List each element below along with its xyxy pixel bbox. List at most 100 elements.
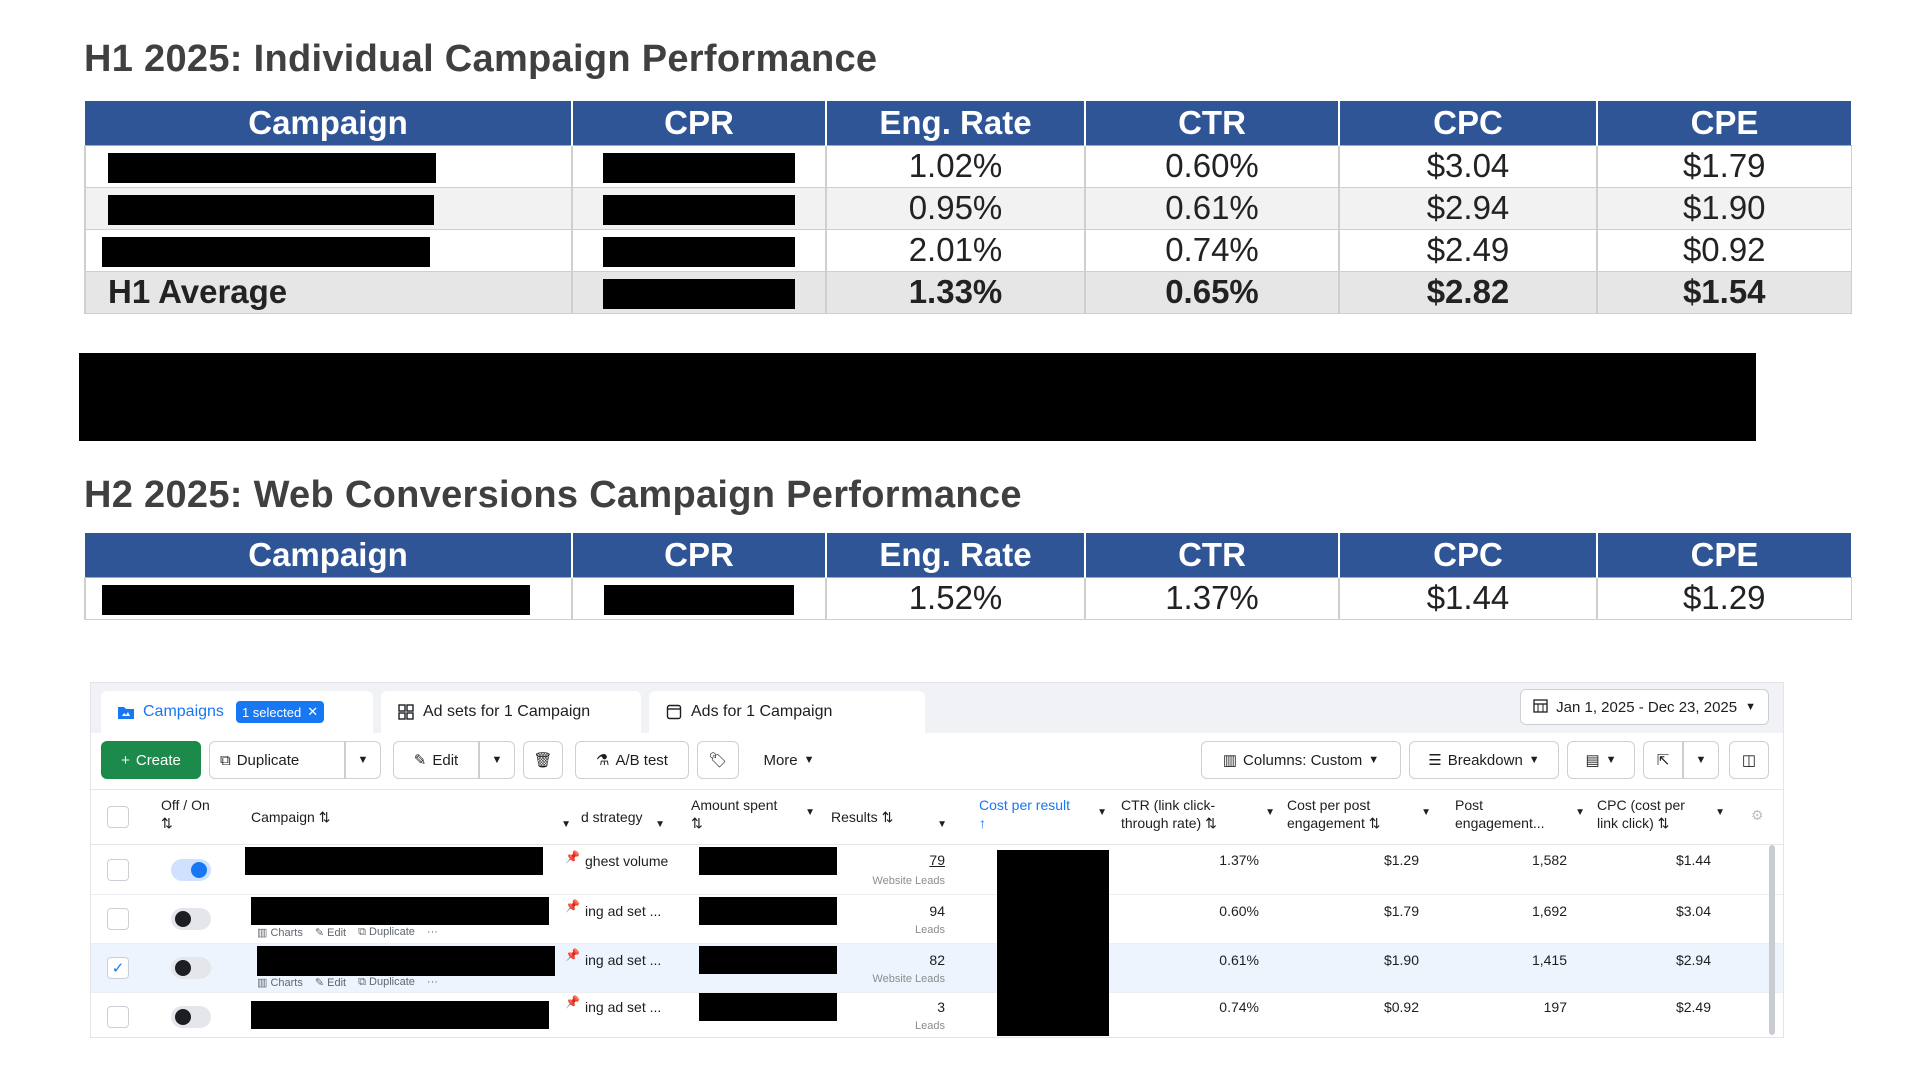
table-row[interactable]: 📌 ing ad set ... 3 Leads 0.74% $0.92 197… (91, 993, 1783, 1037)
edit-label: Edit (432, 751, 459, 769)
create-button[interactable]: + Create (101, 741, 201, 779)
chevron-down-icon: ▼ (937, 819, 947, 830)
row-actions: ▥ Charts ✎ Edit ⧉ Duplicate ··· (257, 926, 438, 939)
select-all-checkbox[interactable] (107, 806, 129, 828)
redaction (604, 585, 794, 616)
export-button[interactable]: ⇱ (1643, 741, 1683, 779)
tag-button[interactable]: 🏷 (697, 741, 739, 779)
redaction (257, 946, 555, 976)
edit-action[interactable]: ✎ Edit (314, 977, 347, 989)
results-cell[interactable]: 79 (929, 852, 945, 868)
results-cell[interactable]: 3 (937, 999, 945, 1015)
results-type: Website Leads (872, 973, 945, 985)
pin-icon[interactable]: 📌 (565, 850, 580, 864)
duplicate-dropdown[interactable]: ▼ (345, 741, 381, 779)
charts-action[interactable]: ▥ Charts (257, 977, 303, 989)
edit-button[interactable]: ✎ Edit (393, 741, 479, 779)
results-cell[interactable]: 94 (929, 903, 945, 919)
campaign-cell (84, 228, 573, 272)
tab-ad-sets[interactable]: Ad sets for 1 Campaign (381, 691, 641, 733)
row-checkbox[interactable] (107, 908, 129, 930)
columns-button[interactable]: ▥ Columns: Custom ▼ (1201, 741, 1401, 779)
chevron-down-icon: ▼ (805, 807, 815, 818)
selected-badge[interactable]: 1 selected ✕ (235, 701, 325, 723)
table-row[interactable]: ▥ Charts ✎ Edit ⧉ Duplicate ··· 📌 ing ad… (91, 895, 1783, 944)
cpe-cell: $1.79 (1383, 903, 1419, 919)
chart-toggle-button[interactable]: ◫ (1729, 741, 1769, 779)
selected-badge-label: 1 selected (241, 704, 302, 720)
cpr-cell (571, 270, 827, 314)
export-dropdown[interactable]: ▼ (1683, 741, 1719, 779)
col-header-ctr[interactable]: CTR (link click-through rate) ⇅ ▼ (1121, 797, 1275, 831)
folder-icon (117, 704, 135, 720)
more-button[interactable]: More ▼ (749, 741, 829, 779)
campaign-toggle[interactable] (171, 957, 211, 979)
redaction (699, 946, 837, 974)
edit-dropdown[interactable]: ▼ (479, 741, 515, 779)
campaign-toggle[interactable] (171, 908, 211, 930)
tab-ads[interactable]: Ads for 1 Campaign (649, 691, 925, 733)
grid-icon (397, 704, 415, 720)
row-checkbox[interactable] (107, 859, 129, 881)
duplicate-label: Duplicate (236, 751, 300, 769)
vertical-scrollbar[interactable] (1769, 845, 1775, 1035)
charts-action[interactable]: ▥ Charts (257, 927, 303, 939)
ctr-cell: 0.61% (1084, 186, 1340, 230)
ab-test-button[interactable]: ⚗ A/B test (575, 741, 689, 779)
redaction (603, 237, 795, 268)
col-header-cpr: CPR (571, 101, 826, 146)
duplicate-icon: ⧉ (358, 976, 366, 988)
col-header-bid-strategy[interactable]: d strategy ▼ (581, 808, 665, 830)
ad-icon (665, 704, 683, 720)
cpe-cell: $0.92 (1383, 999, 1419, 1015)
col-header-post-engagement[interactable]: Post engagement... ▼ (1455, 797, 1585, 831)
col-header-cost-per-engagement[interactable]: Cost per post engagement ⇅ ▼ (1287, 797, 1431, 831)
col-header-off-on[interactable]: Off / On ⇅ (161, 797, 210, 831)
cpc-cell: $3.04 (1675, 903, 1711, 919)
toggle-knob (191, 862, 207, 878)
pin-icon[interactable]: 📌 (565, 995, 580, 1009)
table-row[interactable]: ✓ ▥ Charts ✎ Edit ⧉ Duplicate ··· 📌 ing … (91, 944, 1783, 993)
col-header-results[interactable]: Results ⇅ ▼ (831, 808, 947, 830)
col-header-cpr: CPR (571, 533, 826, 578)
bid-strategy-cell: ghest volume (585, 853, 669, 869)
sort-icon: ⇅ (1205, 815, 1217, 831)
duplicate-action[interactable]: ⧉ Duplicate (358, 926, 415, 938)
h1-performance-table: Campaign CPR Eng. Rate CTR CPC CPE 1.02%… (84, 101, 1852, 314)
chevron-down-icon: ▼ (1695, 754, 1707, 766)
cpc-cell: $1.44 (1675, 852, 1711, 868)
table-row: 1.02% 0.60% $3.04 $1.79 (84, 144, 1852, 188)
more-icon[interactable]: ··· (426, 926, 438, 938)
more-icon[interactable]: ··· (426, 976, 438, 988)
campaign-toggle[interactable] (171, 1006, 211, 1028)
duplicate-action[interactable]: ⧉ Duplicate (358, 976, 415, 988)
delete-button[interactable]: 🗑 (523, 741, 563, 779)
pin-icon[interactable]: 📌 (565, 899, 580, 913)
close-icon[interactable]: ✕ (307, 704, 319, 719)
col-header-cpc[interactable]: CPC (cost per link click) ⇅ ▼ (1597, 797, 1725, 831)
sort-icon: ⇅ (161, 815, 173, 831)
col-header-amount-spent[interactable]: Amount spent ⇅ ▼ (691, 797, 815, 831)
results-cell[interactable]: 82 (929, 952, 945, 968)
trash-icon: 🗑 (533, 752, 553, 769)
pin-icon[interactable]: 📌 (565, 948, 580, 962)
table-row[interactable]: 📌 ghest volume 79 Website Leads 1.37% $1… (91, 846, 1783, 895)
col-header-ctr: CTR (1084, 533, 1339, 578)
settings-icon[interactable]: ⚙ (1751, 807, 1764, 823)
campaign-toggle[interactable] (171, 859, 211, 881)
h2-performance-table: Campaign CPR Eng. Rate CTR CPC CPE 1.52%… (84, 533, 1852, 620)
duplicate-button[interactable]: ⧉ Duplicate (209, 741, 345, 779)
pencil-icon: ✎ (314, 927, 325, 939)
edit-action[interactable]: ✎ Edit (314, 927, 347, 939)
row-checkbox[interactable]: ✓ (107, 957, 129, 979)
date-range-picker[interactable]: Jan 1, 2025 - Dec 23, 2025 ▼ (1520, 689, 1769, 725)
tab-ads-label: Ads for 1 Campaign (691, 703, 833, 720)
reports-button[interactable]: ▤ ▼ (1567, 741, 1635, 779)
col-header-campaign[interactable]: Campaign ⇅ ▼ (251, 808, 571, 830)
tab-campaigns[interactable]: Campaigns 1 selected ✕ (101, 691, 373, 733)
breakdown-button[interactable]: ☰ Breakdown ▼ (1409, 741, 1559, 779)
row-checkbox[interactable] (107, 1006, 129, 1028)
bid-strategy-cell: ing ad set ... (585, 999, 662, 1015)
redaction (699, 847, 837, 875)
col-header-cost-per-result[interactable]: Cost per result ↑ ▼ (979, 797, 1107, 831)
